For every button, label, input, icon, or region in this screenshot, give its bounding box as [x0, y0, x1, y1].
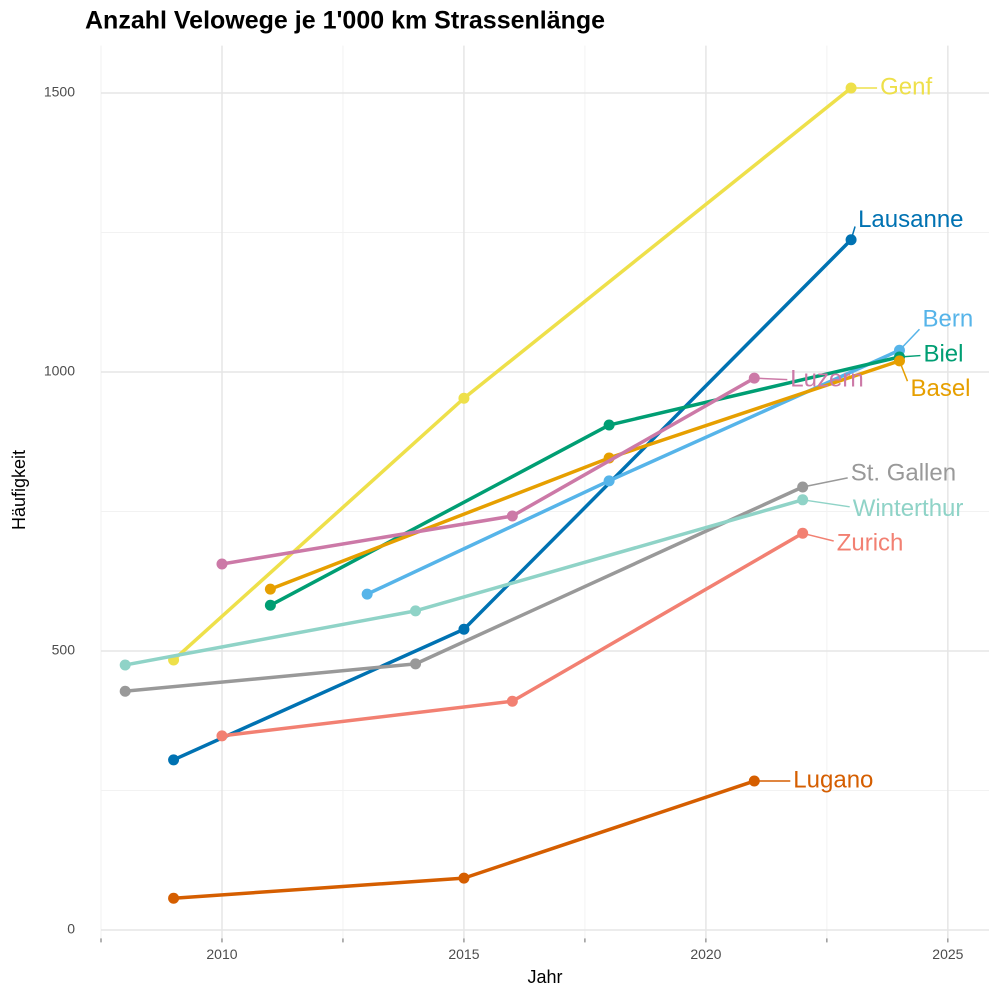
series-label: St. Gallen: [851, 459, 956, 486]
chart-title: Anzahl Velowege je 1'000 km Strassenläng…: [85, 7, 605, 35]
label-leader: [802, 499, 850, 508]
data-point: [119, 659, 131, 671]
x-tick-label: 2025: [932, 946, 963, 962]
data-point: [264, 583, 276, 595]
data-point: [264, 599, 276, 611]
y-tick-label: 500: [52, 642, 76, 658]
label-leader: [898, 328, 921, 351]
label-leader: [850, 226, 856, 241]
x-axis-label: Jahr: [527, 967, 562, 987]
series-line: [172, 238, 853, 762]
y-tick-label: 1500: [44, 84, 75, 100]
data-point: [506, 510, 518, 522]
label-leader: [754, 377, 788, 381]
series-line: [172, 86, 853, 662]
series-label: Winterthur: [853, 495, 964, 522]
data-point: [168, 754, 180, 766]
data-point: [458, 392, 470, 404]
data-point: [216, 730, 228, 742]
series-label: Genf: [880, 73, 932, 100]
series-label: Basel: [910, 375, 970, 402]
series-label: Zurich: [837, 530, 904, 557]
data-point: [168, 892, 180, 904]
label-leader: [802, 532, 834, 542]
data-point: [410, 658, 422, 670]
y-tick-label: 1000: [44, 363, 75, 379]
y-axis-label: Häufigkeit: [9, 450, 29, 530]
data-point: [361, 588, 373, 600]
data-point: [506, 695, 518, 707]
y-tick-label: 0: [67, 921, 75, 937]
series-label: Luzern: [790, 366, 863, 393]
series-label: Biel: [923, 340, 963, 367]
x-tick-label: 2015: [448, 946, 479, 962]
series-label: Bern: [922, 306, 973, 333]
x-tick-label: 2010: [206, 946, 237, 962]
series-label: Lausanne: [858, 206, 963, 233]
label-leader: [898, 360, 909, 382]
data-point: [603, 475, 615, 487]
x-tick-label: 2020: [690, 946, 721, 962]
data-point: [458, 872, 470, 884]
data-point: [603, 419, 615, 431]
label-leader: [802, 477, 848, 488]
data-point: [216, 558, 228, 570]
data-point: [458, 623, 470, 635]
series-label: Lugano: [793, 766, 873, 793]
data-point: [410, 605, 422, 617]
data-point: [119, 685, 131, 697]
